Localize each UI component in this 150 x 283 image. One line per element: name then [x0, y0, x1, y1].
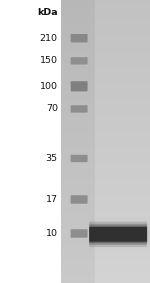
- Text: kDa: kDa: [37, 8, 58, 17]
- Text: 210: 210: [40, 34, 58, 43]
- Text: 150: 150: [40, 56, 58, 65]
- Text: 35: 35: [46, 154, 58, 163]
- FancyBboxPatch shape: [71, 34, 88, 42]
- FancyBboxPatch shape: [89, 227, 147, 242]
- FancyBboxPatch shape: [89, 222, 147, 247]
- FancyBboxPatch shape: [71, 105, 88, 113]
- Text: 100: 100: [40, 82, 58, 91]
- FancyBboxPatch shape: [71, 195, 88, 204]
- Text: 10: 10: [46, 229, 58, 238]
- FancyBboxPatch shape: [71, 81, 88, 91]
- FancyBboxPatch shape: [89, 224, 147, 245]
- Text: 70: 70: [46, 104, 58, 113]
- Text: 17: 17: [46, 195, 58, 204]
- FancyBboxPatch shape: [71, 229, 88, 238]
- FancyBboxPatch shape: [71, 155, 88, 162]
- FancyBboxPatch shape: [71, 57, 88, 65]
- FancyBboxPatch shape: [89, 226, 147, 243]
